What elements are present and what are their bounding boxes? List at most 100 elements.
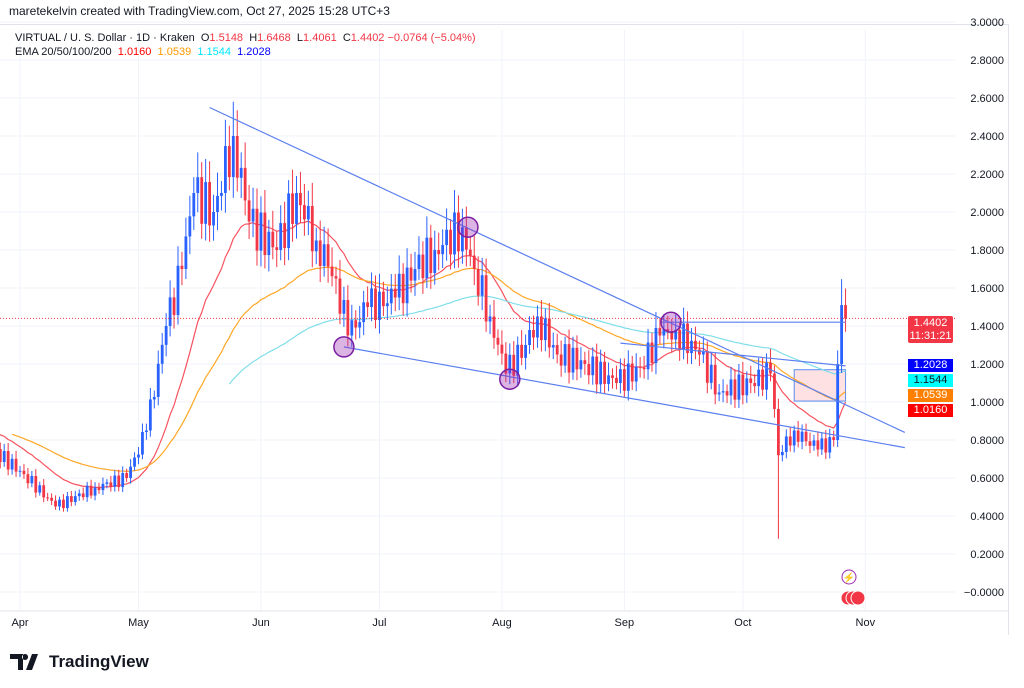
candle-body [271,231,275,248]
low-label: L [296,32,304,44]
candle-body [441,245,445,255]
open-value: 1.5148 [209,32,244,44]
y-tick-label: 3.0000 [970,17,1004,29]
candle-body [496,337,500,345]
candle-body [563,344,567,366]
y-tick-label: −0.0000 [964,587,1004,599]
candle-body [338,278,342,314]
candle-body [85,485,89,498]
candle-body [745,378,749,396]
candle-body [737,374,741,400]
candle-body [579,360,583,370]
candle-body [267,231,271,256]
candle-body [255,208,259,251]
candle-body [587,364,591,376]
candle-body [10,458,14,470]
candle-body [765,362,768,390]
candle-body [283,223,287,249]
chart-frame [0,24,1009,635]
candle-body [603,361,606,384]
candle-body [378,291,381,321]
candle-body [686,323,689,354]
candle-body [844,305,847,319]
ema50-value: 1.0539 [157,46,192,58]
candle-body [6,451,10,470]
tradingview-logo[interactable]: TradingView [10,652,149,672]
candle-body [145,430,148,432]
candle-body [263,212,267,256]
candle-body [326,244,330,267]
candle-body [192,193,196,217]
candle-body [287,193,290,249]
x-tick-label: Jul [372,617,386,629]
candle-body [34,475,38,493]
candle-body [89,485,93,496]
symbol-label[interactable]: VIRTUAL / U. S. Dollar · 1D · Kraken [15,32,195,44]
economic-event-flag-icon [850,590,866,606]
candle-body [662,329,666,336]
candle-body [239,167,243,178]
last-price-tag: 1.4402 11:31:21 [908,316,953,343]
x-tick-label: Nov [856,617,876,629]
candle-body [164,326,168,345]
candle-body [224,146,227,193]
candle-body [176,265,180,316]
candle-body [204,182,208,224]
candle-body [449,229,452,255]
candle-body [330,266,334,277]
candle-body [658,327,662,336]
candle-body [709,364,713,383]
candle-body [303,205,306,220]
candle-body [322,244,326,266]
candle-body [461,227,464,252]
candle-body [172,297,176,316]
candle-body [310,206,314,252]
candle-body [626,363,630,391]
candle-body [279,223,283,250]
candle-body [773,373,776,409]
candle-body [62,499,65,509]
ema-price-tag: 1.2028 [908,359,953,372]
candle-body [109,482,113,487]
candle-body [156,363,160,397]
candle-body [66,496,69,509]
candle-body [642,367,646,370]
candle-body [401,273,405,304]
candle-body [354,320,358,328]
trendline [209,106,906,433]
candle-body [22,470,26,475]
candle-body [536,316,539,338]
candle-body [694,340,697,350]
candle-body [275,247,279,250]
candle-body [113,475,117,487]
pivot-marker [499,368,521,390]
ema100-value: 1.1544 [197,46,231,58]
candle-body [445,229,448,246]
candle-body [295,193,298,224]
trendline [620,342,846,367]
candle-body [342,299,346,314]
candle-body [227,146,231,178]
candle-body [125,473,129,478]
candle-body [571,347,575,373]
candle-body [476,269,480,296]
low-value: 1.4061 [303,32,337,44]
candle-body [18,470,22,472]
candle-body [141,431,144,455]
candle-body [555,345,559,355]
y-tick-label: 0.2000 [970,549,1004,561]
ema-label[interactable]: EMA 20/50/100/200 [15,46,112,58]
candle-body [619,369,622,383]
candle-body [291,193,294,224]
candle-body [200,177,204,224]
candle-body [421,254,425,279]
tv-logo-icon [10,654,38,670]
candle-body [567,344,571,373]
candle-body [528,329,531,345]
candle-body [472,255,476,269]
candle-body [168,297,172,326]
candle-body [196,177,200,193]
candle-body [382,291,385,307]
candle-body [646,342,650,370]
